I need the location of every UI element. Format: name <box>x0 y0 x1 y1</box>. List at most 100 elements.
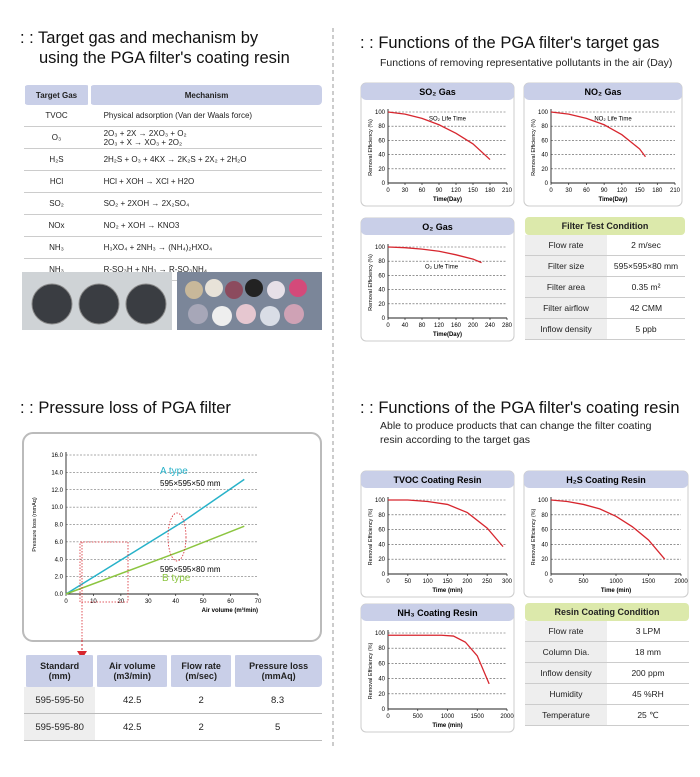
table: Flow rate 3 LPM Column Dia. 18 mm Inflow den… <box>525 621 689 726</box>
y-tick-label: 80 <box>541 513 548 519</box>
line <box>387 246 482 264</box>
x-tick-label: 0 <box>549 579 553 585</box>
y-tick-label: 20 <box>378 302 385 308</box>
title-line: : : Target gas and mechanism by <box>20 29 259 47</box>
table-cell: Flow rate <box>525 235 607 256</box>
annotation: NO₂ Life Time <box>594 117 632 123</box>
x-tick-label: 90 <box>436 188 443 194</box>
y-tick-label: 0.0 <box>55 592 64 598</box>
line <box>550 499 666 560</box>
chart-header <box>361 83 514 100</box>
cell-line: (mmAq) <box>261 671 296 681</box>
table-cell: O₃ <box>23 126 90 149</box>
line <box>550 111 646 158</box>
x-tick-label: 200 <box>468 323 479 329</box>
x-tick-label: 150 <box>442 579 453 585</box>
x-tick-label: 250 <box>482 579 493 585</box>
table-cell: 8.3 <box>233 687 322 714</box>
annotation: 595×595×80 mm <box>160 565 221 574</box>
cell-line: 2O₃ + X → XO₃ + 2O₂ <box>103 137 183 147</box>
highlight <box>167 512 187 562</box>
x-tick-label: 200 <box>462 579 473 585</box>
section-subtitle: Functions of removing representative pol… <box>380 57 673 69</box>
chart-title: TVOC Coating Resin <box>393 475 481 485</box>
y-tick-label: 2.0 <box>55 575 64 581</box>
chart-title: O₂ Gas <box>422 222 453 232</box>
table-row: Column Dia. 18 mm <box>525 641 689 663</box>
table-cell: Mechanism <box>88 85 322 105</box>
x-tick-label: 120 <box>451 188 462 194</box>
y-tick-label: 80 <box>378 646 385 652</box>
x-tick-label: 1500 <box>471 714 485 720</box>
x-axis-label: Time (min) <box>601 588 631 594</box>
x-tick-label: 30 <box>145 599 152 605</box>
table-row: TVOC Physical adsorption (Van der Waals f… <box>23 105 322 127</box>
x-tick-label: 150 <box>635 188 646 194</box>
cell-line: Standard <box>40 661 80 671</box>
header-row: Target Gas Mechanism <box>21 85 322 105</box>
subtitle-line: Able to produce products that can change… <box>380 420 652 432</box>
x-tick-label: 0 <box>386 714 390 720</box>
table-cell: H₃XO₄ + 2NH₃ → (NH₄)₂HXO₄ <box>89 236 322 259</box>
x-tick-label: 180 <box>652 188 663 194</box>
chart-header <box>361 218 514 235</box>
title-line: using the PGA filter's coating resin <box>39 49 290 67</box>
y-tick-label: 20 <box>378 692 385 698</box>
line <box>65 525 245 595</box>
y-tick-label: 80 <box>378 124 385 130</box>
table-row: 595-595-80 42.5 2 5 <box>24 713 322 741</box>
x-tick-label: 50 <box>404 579 411 585</box>
x-tick-label: 120 <box>434 323 445 329</box>
x-tick-label: 60 <box>419 188 426 194</box>
x-tick-label: 60 <box>583 188 590 194</box>
table-cell: 595-595-50 <box>24 687 96 714</box>
x-tick-label: 50 <box>200 599 207 605</box>
table-cell: Standard (mm) <box>21 655 96 687</box>
section-title: : : Functions of the PGA filter's coatin… <box>360 399 680 417</box>
x-tick-label: 90 <box>601 188 608 194</box>
x-tick-label: 70 <box>255 599 262 605</box>
table-cell: NOx <box>23 214 90 237</box>
x-tick-label: 240 <box>485 323 496 329</box>
table-row: Flow rate 3 LPM <box>525 621 689 642</box>
cell-line: Air volume <box>108 661 156 671</box>
series-label: B type <box>162 573 191 584</box>
table-cell: HCl + XOH → XCl + H2O <box>89 170 322 193</box>
x-axis-label: Time (min) <box>432 588 462 594</box>
table-cell: Filter airflow <box>525 297 607 319</box>
section-title: : : Functions of the PGA filter's target… <box>360 34 660 52</box>
x-axis-label: Time (min) <box>432 723 462 729</box>
x-tick-label: 60 <box>227 599 234 605</box>
y-tick-label: 20 <box>541 557 548 563</box>
y-tick-label: 60 <box>541 138 548 144</box>
chart-title: NO₂ Gas <box>584 87 621 97</box>
y-tick-label: 0 <box>545 572 549 578</box>
y-tick-label: 80 <box>378 259 385 265</box>
annotation: 595×595×50 mm <box>160 479 221 488</box>
table-cell: TVOC <box>23 105 90 127</box>
y-tick-label: 10.0 <box>51 505 63 511</box>
pressure-table-box: Standard (mm) Air volume (m3/min) Flow rate(… <box>21 655 322 741</box>
table-cell: 25 ℃ <box>607 704 689 726</box>
table-cell: Physical adsorption (Van der Waals force… <box>89 105 322 127</box>
y-tick-label: 12.0 <box>51 488 63 494</box>
table-cell: Column Dia. <box>525 641 607 663</box>
y-tick-label: 60 <box>378 528 385 534</box>
table-row: Temperature 25 ℃ <box>525 704 689 726</box>
y-tick-label: 0 <box>382 572 386 578</box>
y-tick-label: 80 <box>378 513 385 519</box>
table-row: Inflow density 5 ppb <box>525 318 685 340</box>
table-row: O₃ 2O₃ + 2X → 2XO₃ + O₂ 2O₃ + X → XO₃ + 2O… <box>23 126 322 149</box>
table-cell: 595×595×80 mm <box>607 255 685 277</box>
table-cell: 200 ppm <box>607 662 689 684</box>
y-tick-label: 0 <box>382 181 386 187</box>
y-tick-label: 8.0 <box>55 523 64 529</box>
y-axis-label: Removal Efficiency (%) <box>368 254 374 311</box>
y-tick-label: 100 <box>538 110 549 116</box>
chart-title: NH₃ Coating Resin <box>397 608 477 618</box>
chart: 0.02.04.06.08.010.012.014.016.00 10 20 30 40… <box>22 432 322 642</box>
x-tick-label: 100 <box>423 579 434 585</box>
table-cell: NH₃ <box>23 236 90 259</box>
table-title: Resin Coating Condition <box>525 603 689 621</box>
x-tick-label: 80 <box>419 323 426 329</box>
